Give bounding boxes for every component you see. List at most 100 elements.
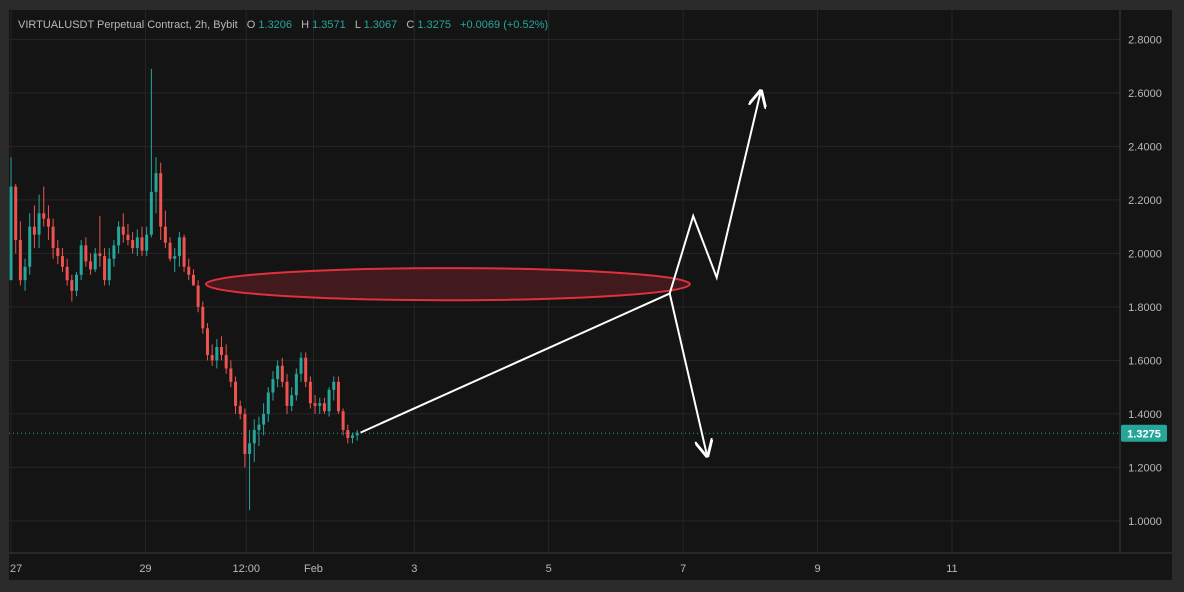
candle-body bbox=[187, 266, 191, 275]
candle bbox=[196, 280, 200, 313]
legend-o-value: 1.3206 bbox=[258, 19, 292, 31]
candle bbox=[18, 221, 22, 286]
candle-body bbox=[145, 234, 149, 251]
candle bbox=[290, 387, 294, 412]
candle bbox=[257, 416, 261, 447]
candle-body bbox=[224, 355, 228, 369]
candle-body bbox=[220, 347, 224, 356]
candle bbox=[266, 387, 270, 422]
price-tag: 1.3275 bbox=[1121, 424, 1167, 442]
candle-body bbox=[346, 429, 350, 438]
candle bbox=[252, 419, 256, 463]
candle bbox=[243, 408, 247, 468]
candle-body bbox=[252, 429, 256, 444]
candle-body bbox=[294, 373, 298, 396]
x-tick-label: 29 bbox=[139, 563, 151, 575]
candle-body bbox=[46, 218, 50, 227]
candle bbox=[84, 237, 88, 267]
legend-c-value: 1.3275 bbox=[417, 19, 451, 31]
candle-body bbox=[65, 266, 69, 281]
x-tick-label: 12:00 bbox=[232, 563, 260, 575]
y-tick-label: 2.6000 bbox=[1128, 88, 1162, 100]
candle bbox=[191, 269, 195, 286]
candle-body bbox=[23, 266, 27, 281]
candle-body bbox=[266, 392, 270, 414]
candle bbox=[327, 387, 331, 417]
candle-body bbox=[257, 424, 261, 430]
candle bbox=[173, 248, 177, 273]
resistance-zone bbox=[204, 267, 691, 302]
candle-body bbox=[355, 432, 359, 436]
candle bbox=[37, 194, 41, 249]
candle bbox=[70, 274, 74, 302]
candle bbox=[93, 248, 97, 273]
candle bbox=[234, 376, 238, 414]
candle bbox=[75, 272, 79, 297]
candle bbox=[205, 322, 209, 361]
candle bbox=[276, 360, 280, 388]
candle bbox=[126, 223, 130, 246]
candle-body bbox=[9, 186, 13, 281]
candle-body bbox=[215, 347, 219, 361]
candle bbox=[220, 336, 224, 361]
candle-body bbox=[60, 256, 64, 267]
candle-body bbox=[168, 242, 172, 259]
projection-down-path bbox=[668, 293, 707, 455]
candle bbox=[182, 234, 186, 273]
candle bbox=[107, 248, 111, 286]
y-tick-label: 2.8000 bbox=[1128, 34, 1162, 46]
candle-body bbox=[75, 274, 79, 291]
candle bbox=[135, 229, 139, 257]
candle-body bbox=[149, 191, 153, 235]
y-tick-label: 2.4000 bbox=[1128, 141, 1162, 153]
candle-body bbox=[182, 237, 186, 267]
candle-body bbox=[290, 395, 294, 406]
x-tick-label: 11 bbox=[946, 563, 957, 575]
candle-body bbox=[42, 213, 46, 219]
candle bbox=[154, 157, 158, 214]
candle-body bbox=[18, 240, 22, 281]
candle-body bbox=[322, 403, 326, 412]
candle bbox=[28, 213, 32, 275]
candle-body bbox=[32, 226, 36, 235]
candle bbox=[355, 429, 359, 441]
projection-up-path bbox=[360, 93, 761, 434]
candle-body bbox=[313, 403, 317, 406]
candle bbox=[9, 157, 13, 281]
candle bbox=[89, 253, 93, 275]
x-tick-label: Feb bbox=[304, 563, 323, 575]
candle-body bbox=[79, 245, 83, 275]
candle-body bbox=[196, 285, 200, 307]
candle-body bbox=[14, 186, 18, 241]
y-tick-label: 2.2000 bbox=[1128, 195, 1162, 207]
candle bbox=[42, 186, 46, 227]
legend-change: +0.0069 (+0.52%) bbox=[460, 19, 548, 31]
candle bbox=[121, 213, 125, 243]
candle-body bbox=[341, 411, 345, 430]
candle-body bbox=[37, 213, 41, 235]
candle-body bbox=[98, 253, 102, 257]
candle bbox=[229, 360, 233, 388]
candle-body bbox=[163, 226, 167, 243]
x-tick-label: 27 bbox=[10, 563, 22, 575]
candle bbox=[215, 339, 219, 369]
candle bbox=[65, 258, 69, 286]
price-tag-bg bbox=[1121, 424, 1167, 442]
candle-body bbox=[248, 443, 252, 455]
candle bbox=[14, 183, 18, 254]
candle-body bbox=[93, 253, 97, 270]
candle-body bbox=[103, 256, 107, 281]
grid bbox=[9, 10, 1120, 553]
candles bbox=[9, 68, 359, 511]
candle bbox=[201, 301, 205, 334]
candle bbox=[56, 240, 60, 265]
candle bbox=[32, 205, 36, 249]
candle bbox=[271, 371, 275, 401]
candle bbox=[318, 397, 322, 414]
candle-body bbox=[84, 245, 88, 262]
candle-body bbox=[243, 413, 247, 455]
candle bbox=[168, 237, 172, 262]
candle bbox=[280, 357, 284, 388]
candle bbox=[336, 376, 340, 414]
candle bbox=[163, 210, 167, 249]
